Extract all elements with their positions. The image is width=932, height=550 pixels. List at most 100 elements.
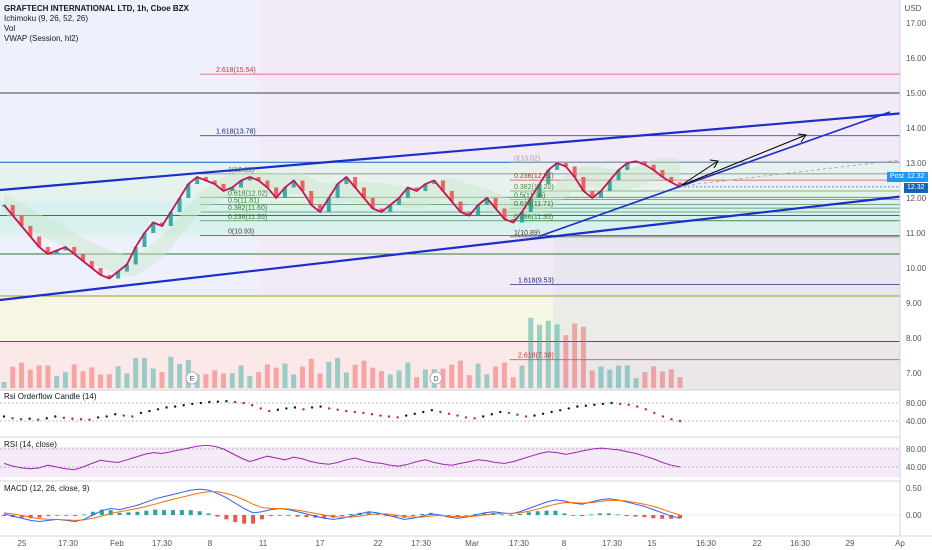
channel-upper-line xyxy=(0,111,906,192)
rsi-of-point-42 xyxy=(362,411,365,415)
indicator-vwap[interactable]: VWAP (Session, hl2) xyxy=(4,34,79,43)
time-tick-1: 17:30 xyxy=(58,539,79,548)
macd-hist-bar-15 xyxy=(135,511,140,515)
rsi-of-point-54 xyxy=(464,416,468,419)
candle-1 xyxy=(10,205,15,216)
rsi-of-point-76 xyxy=(653,411,656,415)
candle-59 xyxy=(519,212,524,223)
candle-17 xyxy=(151,222,156,233)
rsi-of-point-26 xyxy=(225,400,228,403)
indicator-volume[interactable]: Vol xyxy=(4,24,16,33)
macd-hist-bar-72 xyxy=(642,515,647,518)
fib-left-label-4: 0.5(11.81) xyxy=(228,198,259,205)
volume-bar-63 xyxy=(554,324,560,388)
time-tick-18: Ap xyxy=(895,539,905,548)
rsi-of-point-39 xyxy=(336,408,339,411)
time-tick-3: 17:30 xyxy=(152,539,173,548)
fib-right-label-7: 1.618(9.53) xyxy=(518,277,554,284)
time-tick-15: 22 xyxy=(753,539,762,548)
macd-hist-bar-67 xyxy=(597,513,602,515)
price-tick-0: 17.00 xyxy=(906,19,927,28)
price-levels xyxy=(0,73,900,361)
volume-bar-66 xyxy=(580,326,586,388)
volume-bar-55 xyxy=(484,374,490,388)
candle-65 xyxy=(572,166,577,177)
macd-hist-bar-10 xyxy=(90,511,95,515)
volume-bar-47 xyxy=(414,377,420,388)
fib-right-label-3: 0.5(11.96) xyxy=(514,192,545,199)
rsi-of-point-67 xyxy=(576,405,579,408)
rsi-of-point-78 xyxy=(670,418,673,421)
macd-hist-bar-29 xyxy=(259,515,264,520)
price-tick-10: 7.00 xyxy=(906,369,922,378)
macd-hist-bar-20 xyxy=(179,510,184,515)
price-tick-7: 10.00 xyxy=(906,264,927,273)
volume-bar-29 xyxy=(256,372,262,388)
candle-64 xyxy=(563,163,568,167)
volume-bar-33 xyxy=(291,374,297,388)
candle-19 xyxy=(168,212,173,226)
price-tick-2: 15.00 xyxy=(906,89,927,98)
rsi-of-point-68 xyxy=(584,404,588,407)
price-line xyxy=(3,160,681,280)
trendlines[interactable] xyxy=(0,111,906,302)
candle-18 xyxy=(160,222,165,226)
rsi-of-point-5 xyxy=(45,417,48,420)
candle-54 xyxy=(476,205,481,216)
candle-34 xyxy=(300,180,305,191)
macd-hist-bar-65 xyxy=(580,515,585,517)
macd-hist-bar-33 xyxy=(295,515,300,517)
rsi-of-point-19 xyxy=(165,406,168,409)
candle-20 xyxy=(177,198,182,212)
time-tick-0: 25 xyxy=(18,539,27,548)
candle-2 xyxy=(19,215,24,226)
volume-bar-59 xyxy=(519,365,525,388)
candle-3 xyxy=(28,226,33,237)
volume-bar-17 xyxy=(150,368,156,388)
price-line-group xyxy=(2,157,900,280)
fib-left-label-0: 2.618(15.54) xyxy=(216,67,256,74)
macd-hist-bar-44 xyxy=(393,515,398,518)
macd-label[interactable]: MACD (12, 26, close, 9) xyxy=(4,484,90,493)
volume-bar-16 xyxy=(141,357,147,388)
rsi-of-point-12 xyxy=(105,415,108,418)
time-tick-2: Feb xyxy=(110,539,124,548)
candle-50 xyxy=(440,180,445,191)
macd-hist-bar-26 xyxy=(233,515,238,523)
candle-12 xyxy=(107,275,112,279)
rsi-of-point-2 xyxy=(19,418,23,421)
candle-22 xyxy=(195,177,200,184)
volume-bar-48 xyxy=(422,369,428,388)
macd-hist-bar-3 xyxy=(28,515,33,519)
rsi-of-point-4 xyxy=(37,418,40,421)
macd-hist-bar-38 xyxy=(340,515,344,517)
rsi-orderflow-label[interactable]: Rsi Orderflow Candle (14) xyxy=(4,392,97,401)
rsi-of-point-52 xyxy=(447,412,451,415)
volume-bar-60 xyxy=(528,317,534,388)
volume-bar-26 xyxy=(229,373,235,388)
rsi-of-point-72 xyxy=(618,402,622,406)
volume-bar-15 xyxy=(133,358,139,388)
candle-49 xyxy=(432,180,437,184)
indicator-ichimoku[interactable]: Ichimoku (9, 26, 52, 26) xyxy=(4,14,89,23)
macd-hist-bar-60 xyxy=(535,511,540,515)
rsi-of-point-14 xyxy=(122,414,125,417)
candle-27 xyxy=(239,180,244,188)
indicator-panes xyxy=(0,400,900,524)
price-axis-bg xyxy=(900,0,932,550)
macd-hist-bar-17 xyxy=(153,509,158,515)
rsi-of-point-9 xyxy=(79,418,83,421)
volume-bar-72 xyxy=(633,378,639,388)
candle-36 xyxy=(318,205,323,212)
rsi-of-point-69 xyxy=(593,403,596,406)
time-tick-11: 8 xyxy=(562,539,567,548)
macd-hist-bar-47 xyxy=(420,513,425,515)
volume-bar-51 xyxy=(449,364,455,388)
event-marker-e xyxy=(185,371,199,385)
rsi-label[interactable]: RSI (14, close) xyxy=(4,440,57,449)
macd-hist-bar-6 xyxy=(55,515,60,516)
candle-42 xyxy=(370,198,375,209)
candle-76 xyxy=(669,177,674,183)
time-tick-14: 16:30 xyxy=(696,539,717,548)
